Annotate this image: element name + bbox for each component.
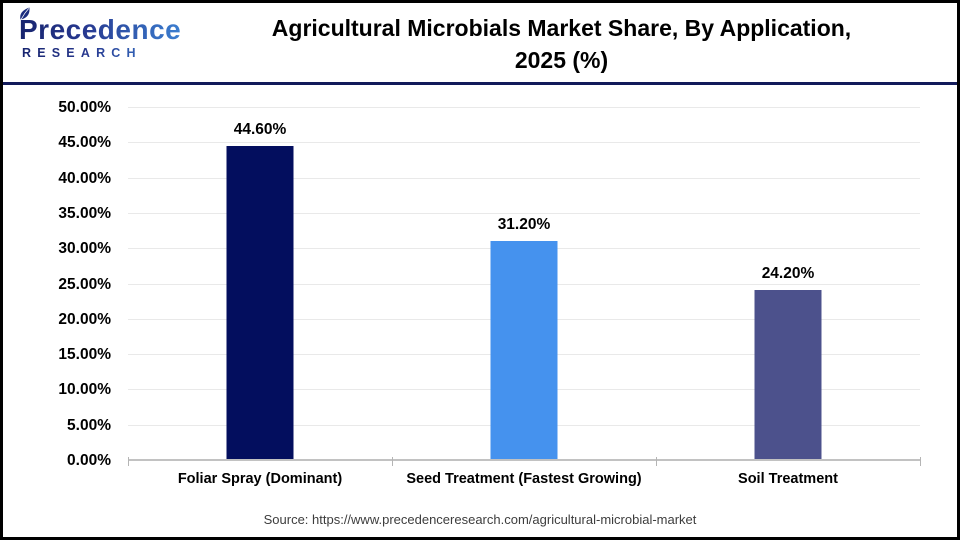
x-axis-labels: Foliar Spray (Dominant) Seed Treatment (F… — [128, 471, 920, 487]
bar-value-label: 31.20% — [497, 215, 551, 233]
x-tick-mark — [128, 457, 129, 466]
logo-wordmark: Precedence — [19, 7, 182, 45]
y-tick-label: 15.00% — [58, 346, 111, 364]
gridline — [128, 107, 920, 108]
logo-subtext: RESEARCH — [19, 46, 174, 60]
bar-value-label: 44.60% — [233, 121, 287, 139]
x-tick-mark — [391, 457, 393, 466]
y-tick-label: 25.00% — [58, 275, 111, 293]
bar-column: 24.20% — [656, 108, 920, 461]
bar-3 — [754, 290, 822, 461]
leaf-icon — [20, 7, 30, 20]
y-tick-label: 5.00% — [67, 416, 111, 434]
y-tick-label: 0.00% — [67, 452, 111, 469]
x-tick-mark — [655, 457, 657, 466]
gridline — [128, 142, 920, 144]
x-category-label: Foliar Spray (Dominant) — [177, 471, 343, 487]
y-tick-label: 40.00% — [58, 169, 111, 187]
plot-area: 44.60% 31.20% 24.20% — [128, 107, 921, 466]
chart-title: Agricultural Microbials Market Share, By… — [178, 12, 945, 76]
y-axis-labels: 0.00% 5.00% 10.00% 15.00% 20.00% 25.00% 30.00%… — [3, 99, 115, 469]
bar-column: 44.60% — [128, 108, 392, 461]
bar-2 — [490, 240, 558, 461]
y-tick-label: 35.00% — [58, 204, 111, 222]
logo-text: Precedence — [19, 14, 182, 45]
y-tick-label: 50.00% — [58, 99, 111, 116]
gridline — [128, 212, 920, 214]
y-tick-label: 10.00% — [58, 381, 111, 399]
header: Precedence RESEARCH Agricultural Microbi… — [3, 3, 957, 85]
chart-title-line2: 2025 (%) — [514, 47, 609, 73]
y-tick-label: 45.00% — [58, 134, 111, 152]
x-category-label: Seed Treatment (Fastest Growing) — [406, 471, 642, 487]
precedence-research-logo: Precedence RESEARCH — [19, 7, 181, 60]
gridline — [128, 177, 920, 179]
bar-column: 31.20% — [392, 108, 656, 461]
x-tick-mark — [920, 457, 921, 466]
bar-1 — [226, 146, 294, 461]
y-tick-label: 30.00% — [58, 240, 111, 258]
source-text: Source: https://www.precedenceresearch.c… — [263, 512, 697, 527]
y-tick-label: 20.00% — [58, 310, 111, 328]
x-axis-line — [128, 459, 920, 461]
x-category-label: Soil Treatment — [738, 471, 838, 487]
bar-value-label: 24.20% — [761, 265, 815, 283]
chart-title-line1: Agricultural Microbials Market Share, By… — [271, 15, 852, 41]
